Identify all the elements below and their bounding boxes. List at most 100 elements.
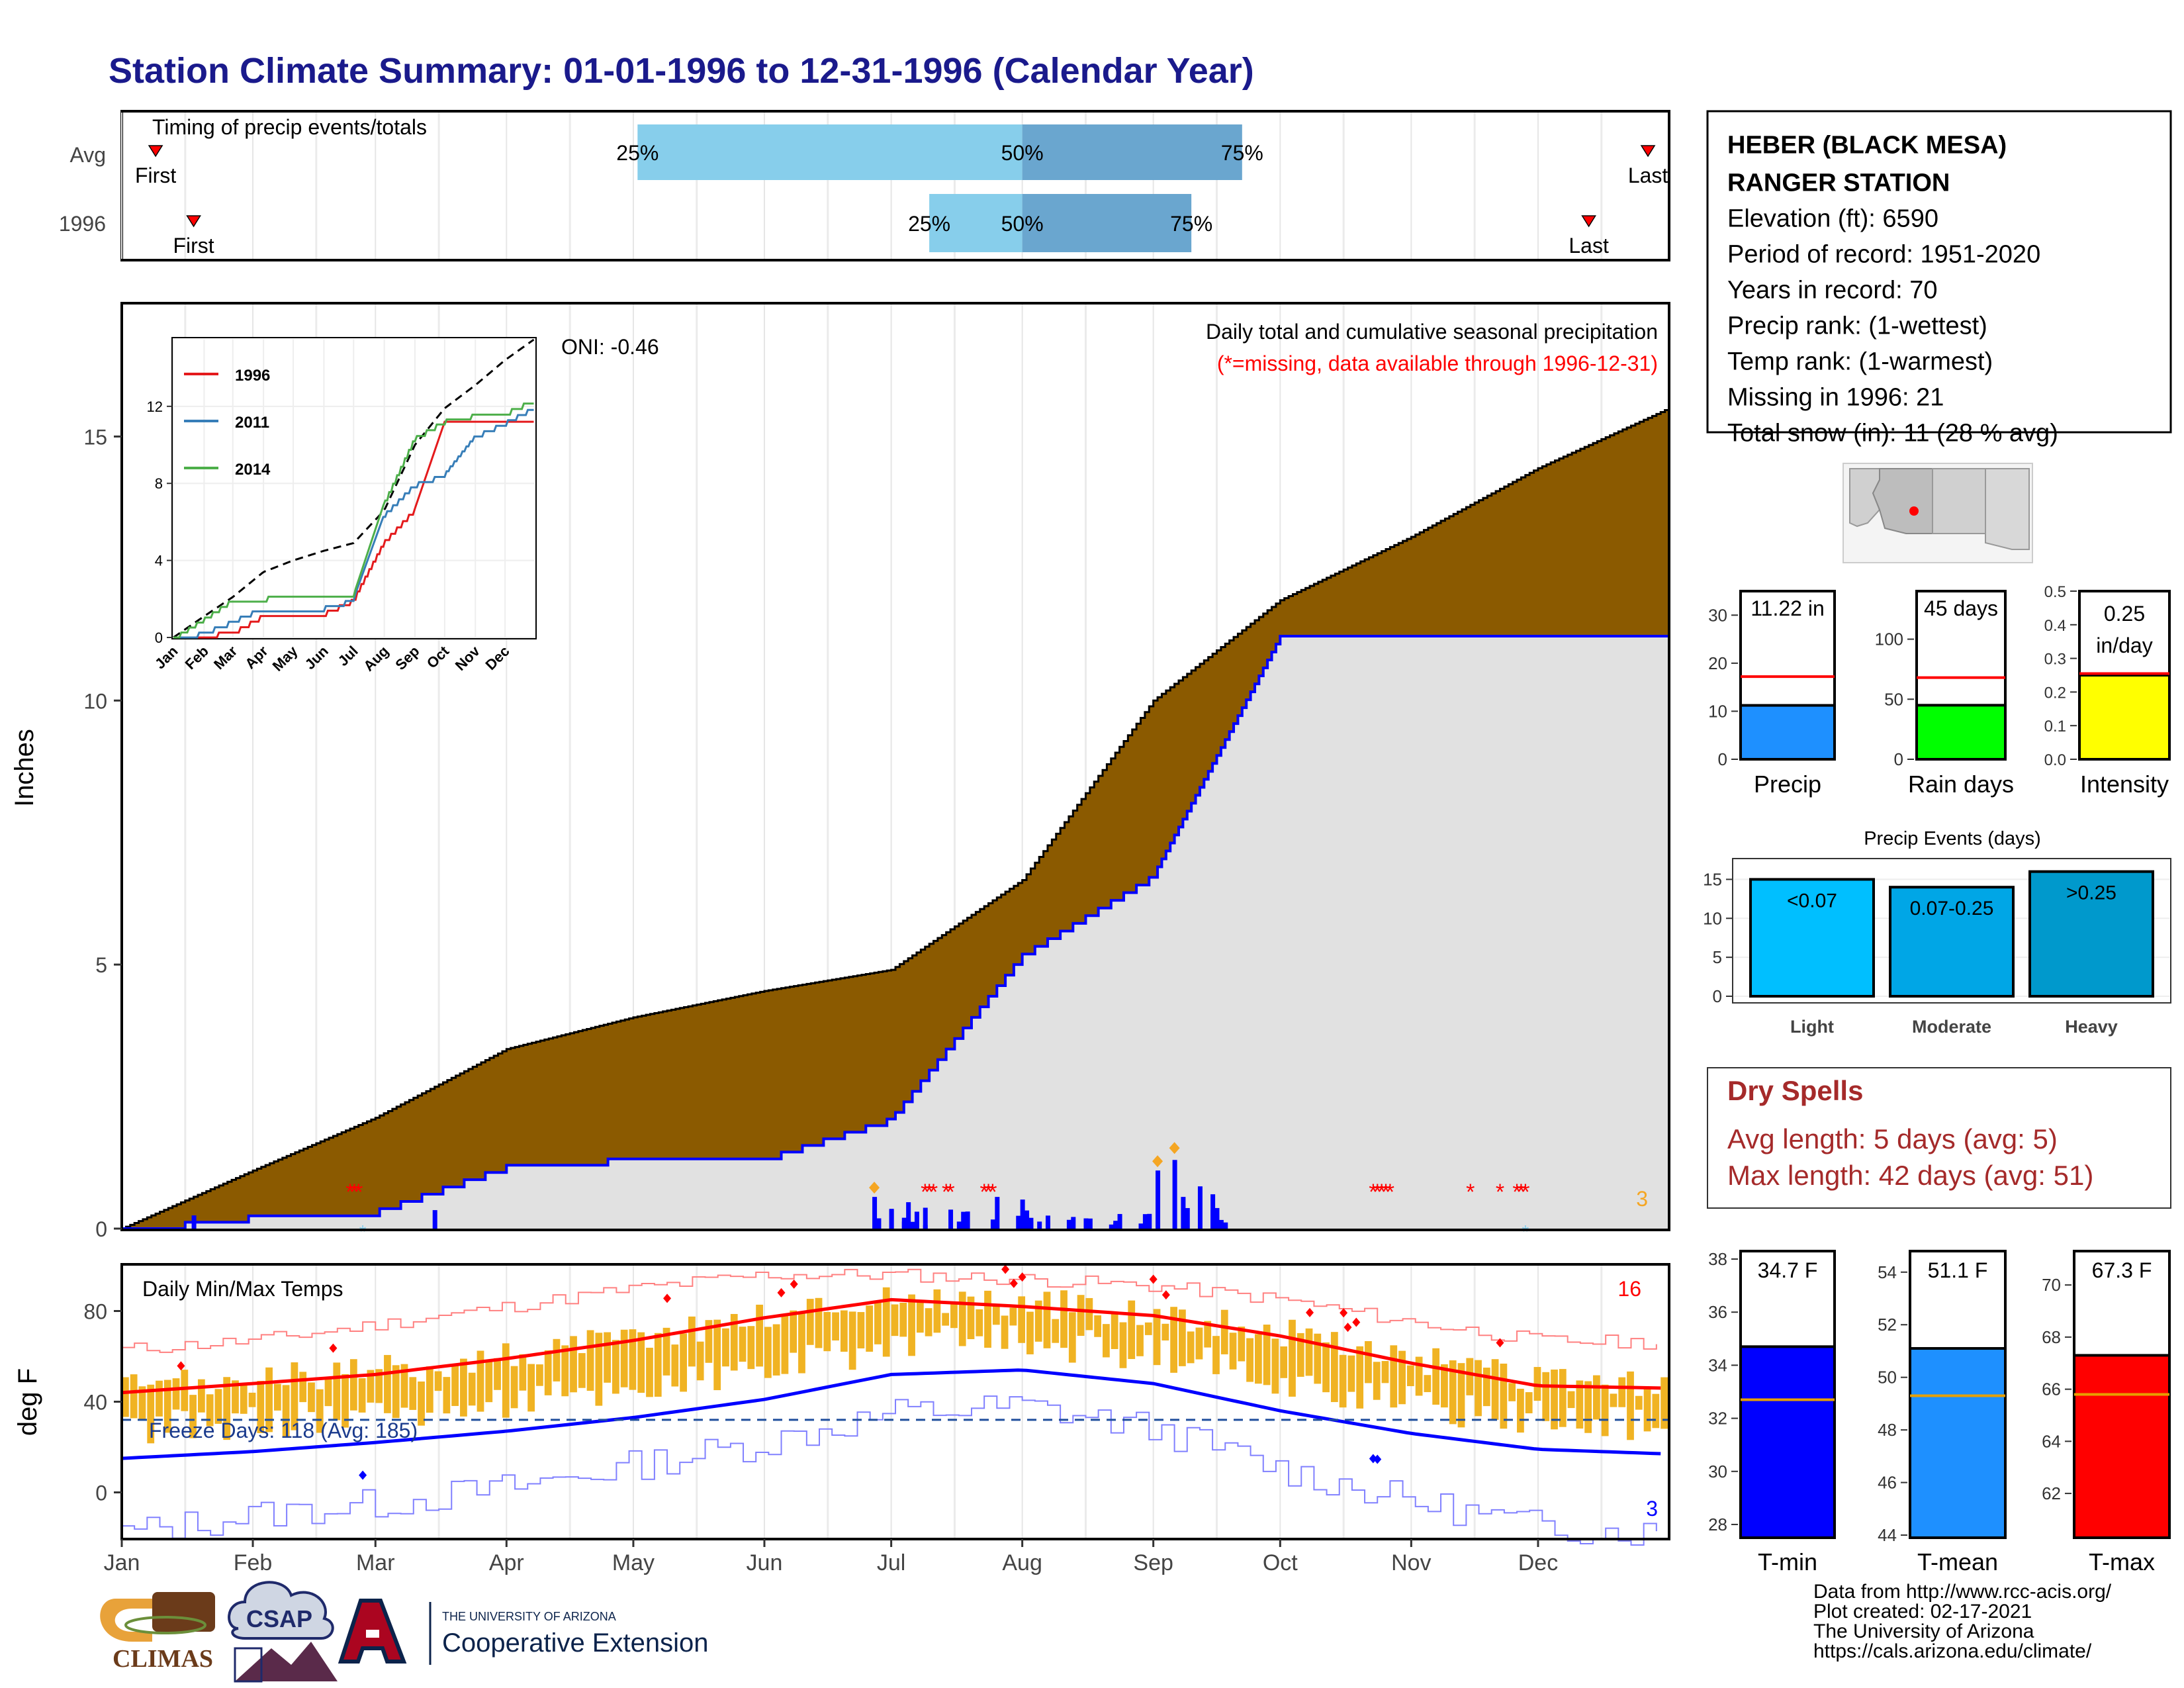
daily-temp-bar <box>265 1367 273 1432</box>
month-label-jul: Jul <box>877 1550 905 1575</box>
daily-temp-bar <box>1068 1312 1076 1363</box>
daily-temp-bar <box>1204 1321 1212 1348</box>
timing-bar-early-Avg <box>637 124 1023 180</box>
timing-panel: 25% 50% 75% First Last 25% 50% 75% First Last Tim… <box>59 110 1670 261</box>
daily-temp-bar <box>1119 1322 1127 1368</box>
daily-temp-bar <box>646 1347 653 1397</box>
daily-temp-bar <box>163 1380 171 1433</box>
csap-logo: CSAP <box>228 1581 338 1683</box>
daily-temp-bar <box>976 1309 983 1336</box>
record-low-marker <box>359 1470 367 1480</box>
daily-temp-bar <box>341 1374 349 1428</box>
tmax-label: T-max <box>2089 1548 2155 1575</box>
timing-row-1996: 1996 <box>59 212 106 236</box>
daily-temp-bar <box>1018 1296 1026 1343</box>
daily-precip-bar <box>1223 1222 1228 1229</box>
daily-temp-bar <box>1314 1333 1322 1384</box>
intensity-ytick-label: 0.1 <box>2044 718 2066 735</box>
daily-temp-bar <box>1559 1369 1567 1427</box>
record-high-marker <box>663 1293 672 1303</box>
daily-temp-bar <box>1111 1313 1118 1349</box>
daily-temp-bar <box>1322 1342 1330 1393</box>
daily-temp-bar <box>925 1308 933 1336</box>
tmean-bar <box>1909 1346 2007 1540</box>
timing-bar-late-1996 <box>1022 194 1192 252</box>
tmin-ytick-label: 34 <box>1708 1355 1727 1375</box>
ua-logo-small-text: THE UNIVERSITY OF ARIZONA <box>442 1610 616 1623</box>
events-title: Precip Events (days) <box>1864 828 2041 849</box>
tmax-ytick-label: 62 <box>2042 1483 2061 1503</box>
daily-temp-bar <box>942 1313 950 1326</box>
precip-total-label: Precip <box>1754 771 1821 798</box>
missing-day-marker: * <box>1496 1180 1504 1205</box>
tmin-bar <box>1739 1345 1836 1540</box>
footer-university: The University of Arizona <box>1813 1620 2034 1642</box>
daily-temp-bar <box>316 1389 324 1433</box>
intensity-chart: 0.0 0.1 0.2 0.3 0.4 0.5 0.25 in/day Intensity <box>2044 583 2171 798</box>
daily-temp-bar <box>1254 1334 1262 1384</box>
tmin-ytick-label: 36 <box>1708 1302 1727 1322</box>
timing-label: Timing of precip events/totals <box>152 115 427 139</box>
daily-temp-bar <box>586 1330 594 1391</box>
missing-day-marker: * <box>1381 1180 1390 1205</box>
daily-temp-bar <box>637 1332 645 1393</box>
temp-ytick-label: 40 <box>83 1391 107 1415</box>
daily-temp-bar <box>1500 1363 1508 1429</box>
inset-ytick-label: 0 <box>155 630 163 646</box>
daily-precip-bar <box>1210 1209 1216 1229</box>
record-high-marker <box>1340 1308 1348 1318</box>
events-bar-value-label: <0.07 <box>1787 890 1837 912</box>
missing-day-marker: * <box>988 1180 997 1205</box>
timing-row-avg: Avg <box>69 143 106 167</box>
daily-temp-bar <box>561 1345 569 1397</box>
oni-label: ONI: -0.46 <box>561 335 659 359</box>
daily-temp-bar <box>248 1392 256 1407</box>
daily-temp-bar <box>477 1350 484 1412</box>
daily-temp-bar <box>705 1320 713 1363</box>
daily-temp-bar <box>840 1310 848 1352</box>
daily-temp-bar <box>485 1360 493 1403</box>
temp-ytick-label: 0 <box>95 1481 107 1505</box>
daily-temp-bar <box>604 1332 612 1383</box>
daily-temp-bar <box>1390 1345 1398 1408</box>
month-label-sep: Sep <box>1133 1550 1173 1575</box>
timing-p50-Avg: 50% <box>1001 141 1044 165</box>
month-label-nov: Nov <box>1391 1550 1431 1575</box>
daily-temp-bar <box>240 1383 248 1414</box>
precip-total-ytick-label: 20 <box>1708 653 1727 673</box>
missing-day-marker: * <box>354 1180 363 1205</box>
record-high-marker <box>1306 1307 1314 1317</box>
intensity-value-label: 0.25 <box>2104 602 2145 626</box>
intensity-label: Intensity <box>2080 771 2169 798</box>
daily-precip-bar <box>1045 1221 1050 1229</box>
station-info: HEBER (BLACK MESA) RANGER STATION Elevat… <box>1706 110 2172 447</box>
climas-logo-text: CLIMAS <box>113 1645 213 1673</box>
daily-temp-bar <box>1280 1346 1288 1378</box>
extreme-precip-marker <box>1152 1155 1163 1168</box>
intensity-ytick-label: 0.0 <box>2044 751 2066 769</box>
daily-temp-bar <box>848 1311 856 1370</box>
daily-temp-bar <box>1339 1354 1347 1408</box>
timing-first-label-Avg: First <box>135 164 176 187</box>
footer-plot-created: Plot created: 02-17-2021 <box>1813 1601 2032 1622</box>
events-bar-light <box>1749 878 1875 998</box>
daily-temp-bar <box>1212 1336 1220 1374</box>
temp-record-min-line <box>122 1395 1657 1546</box>
inset-ytick-label: 12 <box>147 399 163 415</box>
daily-temp-bar <box>874 1301 882 1344</box>
events-ytick-label: 10 <box>1703 908 1722 928</box>
tmax-ytick-label: 64 <box>2042 1431 2061 1451</box>
station-precip-rank: Precip rank: (1-wettest) <box>1727 312 1987 340</box>
timing-first-label-1996: First <box>173 234 214 258</box>
missing-day-marker: * <box>1369 1180 1377 1205</box>
daily-precip-bar <box>432 1210 437 1229</box>
daily-precip-bar <box>914 1211 919 1229</box>
record-high-marker <box>1149 1274 1158 1284</box>
daily-temp-bar <box>1457 1363 1465 1428</box>
record-high-marker <box>1352 1317 1361 1327</box>
daily-temp-bar <box>629 1329 637 1390</box>
temp-hot-count: 16 <box>1617 1277 1641 1301</box>
timing-p75-1996: 75% <box>1170 212 1212 236</box>
timing-last-label-Avg: Last <box>1628 164 1668 187</box>
daily-precip-bar <box>1185 1207 1190 1229</box>
